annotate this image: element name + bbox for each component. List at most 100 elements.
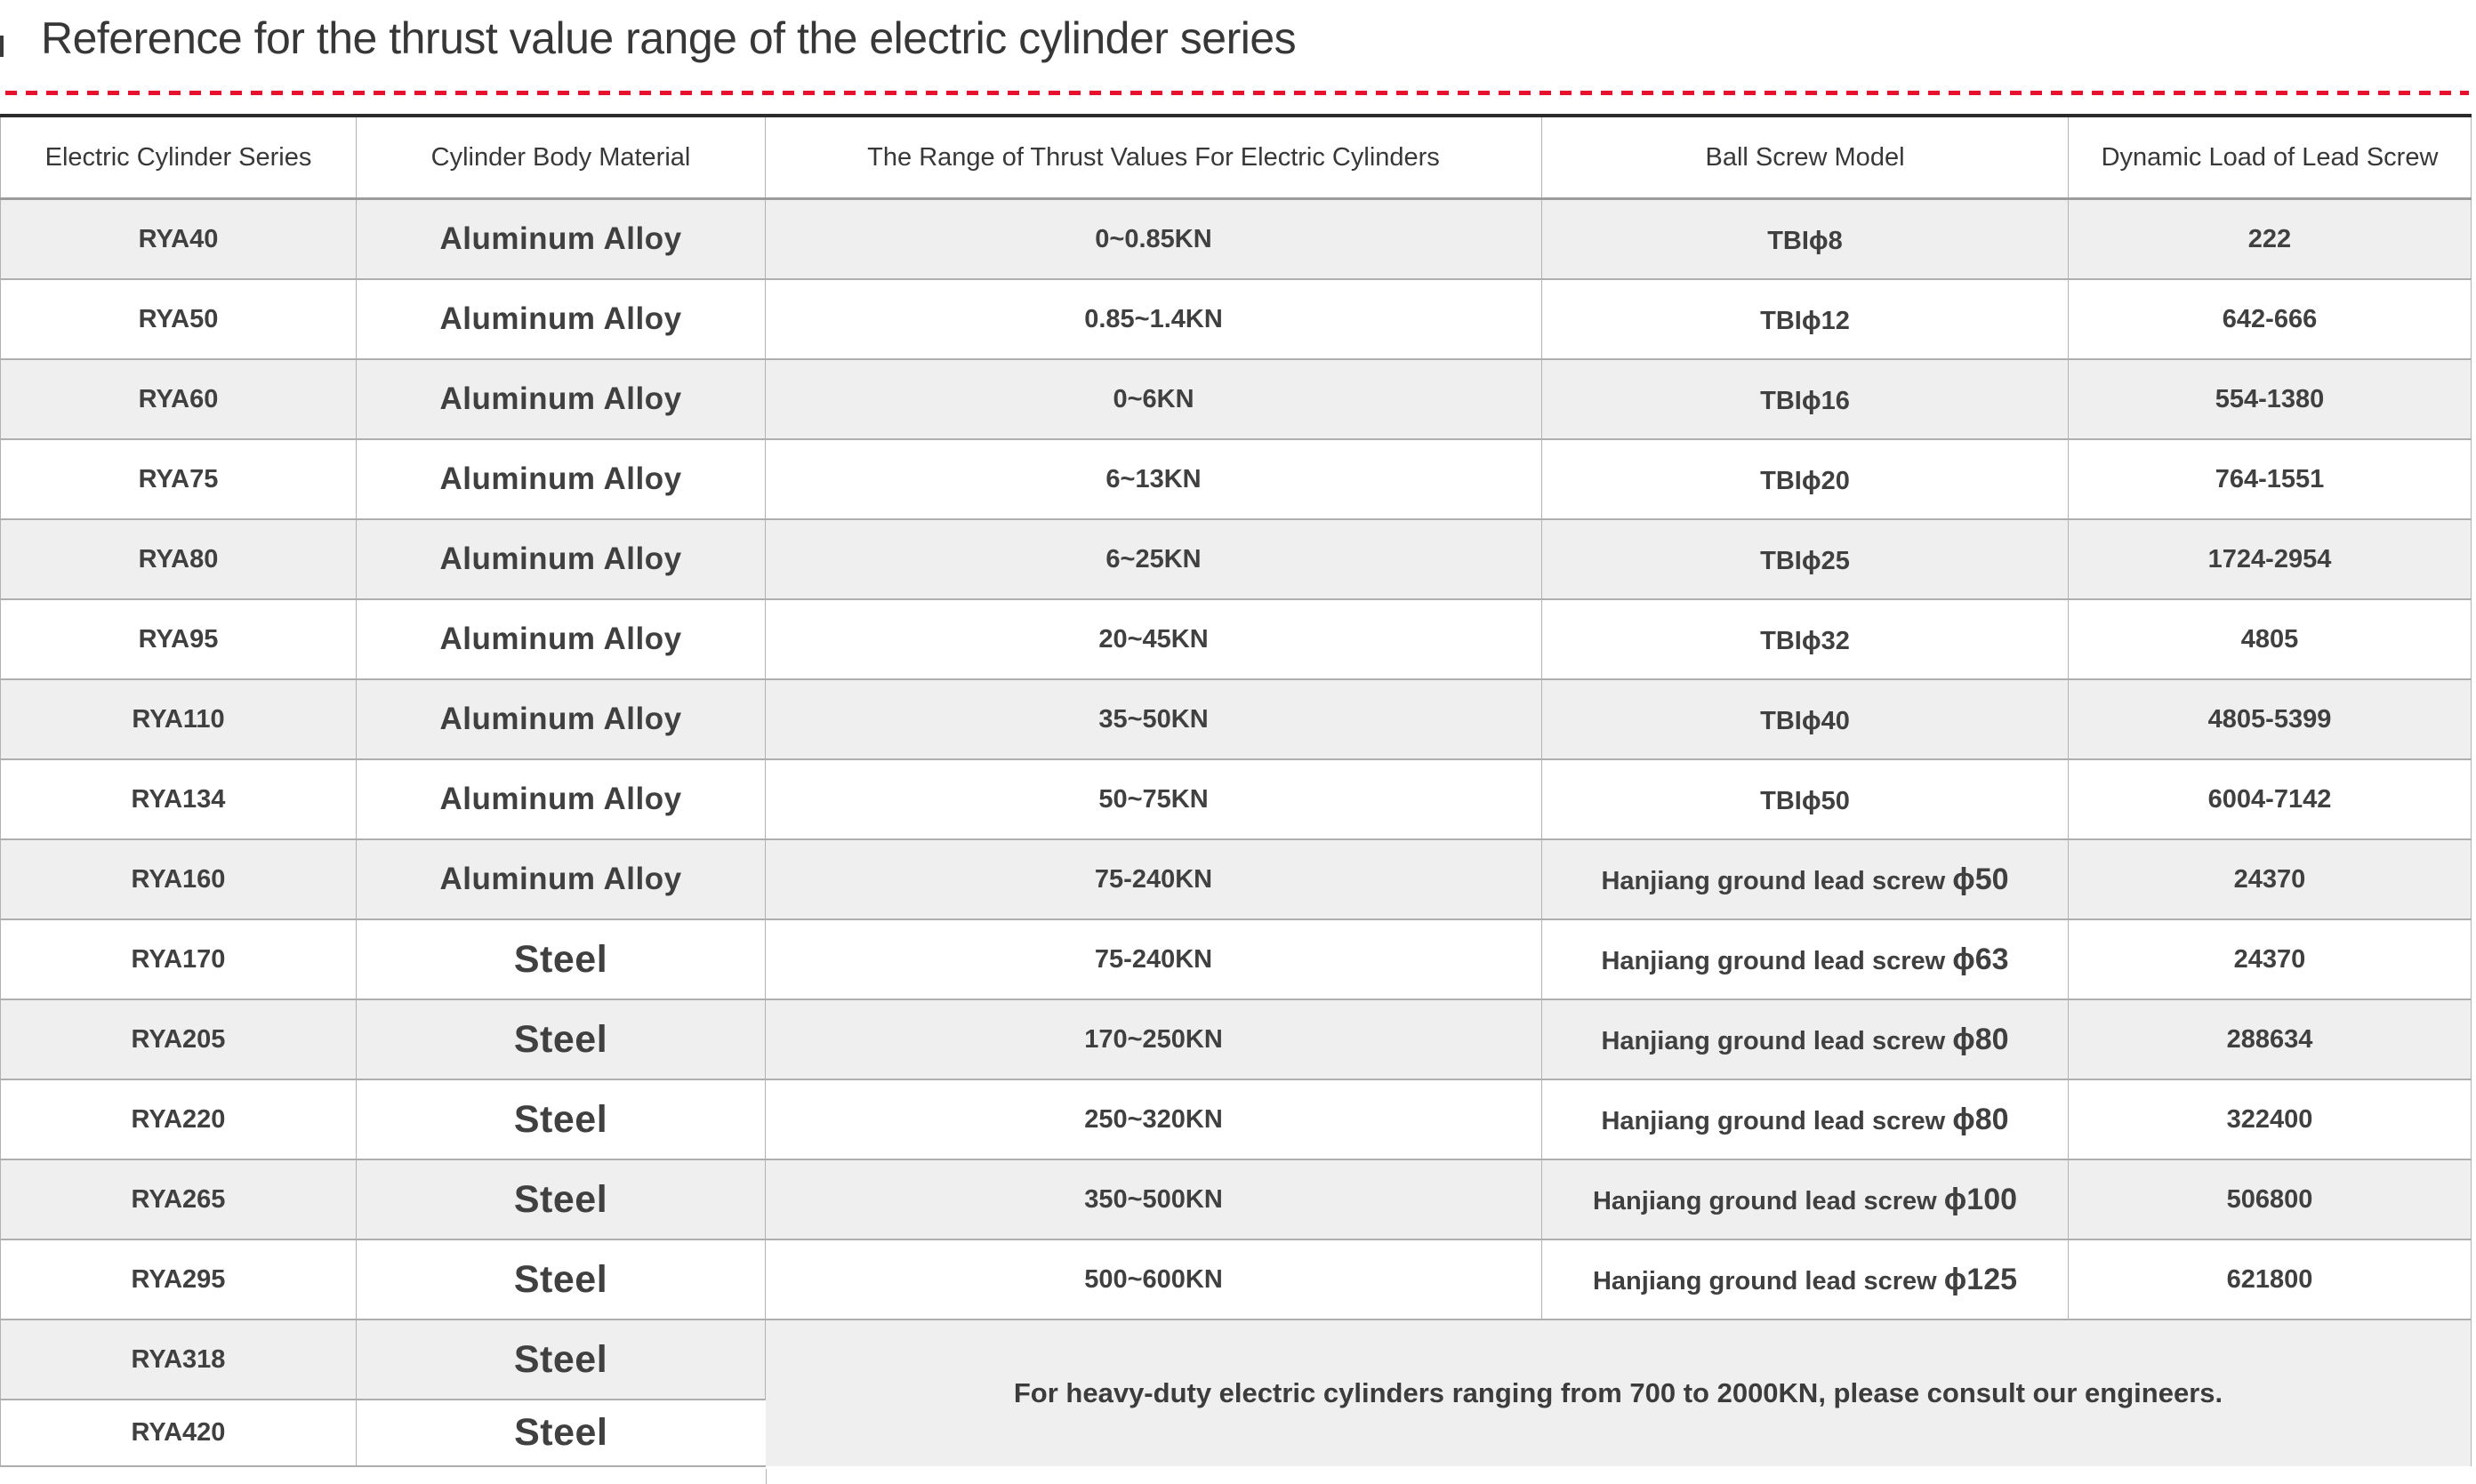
series-cell: RYA160 <box>0 839 357 920</box>
title-accent-bar <box>0 36 4 57</box>
series-cell: RYA318 <box>0 1320 357 1400</box>
material-cell: Steel <box>356 999 766 1080</box>
material-cell: Aluminum Alloy <box>356 759 766 840</box>
ball-screw-model-cell: TBIϕ16 <box>1541 359 2069 440</box>
series-cell: RYA95 <box>0 599 357 680</box>
dynamic-load-cell: 554-1380 <box>2068 359 2472 440</box>
dynamic-load-cell: 288634 <box>2068 999 2472 1080</box>
thrust-cell: 0~0.85KN <box>765 198 1542 280</box>
dynamic-load-cell: 322400 <box>2068 1079 2472 1160</box>
material-cell: Steel <box>356 1239 766 1320</box>
material-cell: Steel <box>356 1320 766 1400</box>
page-title: Reference for the thrust value range of … <box>41 13 1297 63</box>
material-cell: Aluminum Alloy <box>356 198 766 280</box>
model-size-text: ϕ80 <box>1952 1022 2009 1056</box>
model-text: TBIϕ50 <box>1760 786 1850 815</box>
series-cell: RYA295 <box>0 1239 357 1320</box>
model-size-text: ϕ63 <box>1952 942 2009 976</box>
col-header-ball-screw-model: Ball Screw Model <box>1541 116 2069 200</box>
ball-screw-model-cell: Hanjiang ground lead screw ϕ80 <box>1541 1079 2069 1160</box>
ball-screw-model-cell: TBIϕ20 <box>1541 439 2069 520</box>
thrust-cell: 0.85~1.4KN <box>765 279 1542 360</box>
model-size-text: ϕ125 <box>1943 1262 2018 1296</box>
ball-screw-model-cell: TBIϕ25 <box>1541 519 2069 600</box>
series-cell: RYA40 <box>0 198 357 280</box>
dynamic-load-cell: 4805-5399 <box>2068 679 2472 760</box>
dynamic-load-cell: 1724-2954 <box>2068 519 2472 600</box>
table-row: RYA75 Aluminum Alloy 6~13KN TBIϕ20 764-1… <box>0 439 2472 520</box>
material-cell: Aluminum Alloy <box>356 359 766 440</box>
series-cell: RYA420 <box>0 1400 357 1467</box>
series-cell: RYA220 <box>0 1079 357 1160</box>
series-cell: RYA80 <box>0 519 357 600</box>
table-row: RYA220 Steel 250~320KN Hanjiang ground l… <box>0 1079 2472 1160</box>
dynamic-load-cell: 6004-7142 <box>2068 759 2472 840</box>
table-row: RYA60 Aluminum Alloy 0~6KN TBIϕ16 554-13… <box>0 359 2472 440</box>
table-row: RYA80 Aluminum Alloy 6~25KN TBIϕ25 1724-… <box>0 519 2472 600</box>
dynamic-load-cell: 764-1551 <box>2068 439 2472 520</box>
col-header-material: Cylinder Body Material <box>356 116 766 200</box>
ball-screw-model-cell: Hanjiang ground lead screw ϕ63 <box>1541 919 2069 1000</box>
series-cell: RYA60 <box>0 359 357 440</box>
model-text: TBIϕ12 <box>1760 306 1850 335</box>
ball-screw-model-cell: Hanjiang ground lead screw ϕ100 <box>1541 1159 2069 1240</box>
table-row: RYA160 Aluminum Alloy 75-240KN Hanjiang … <box>0 839 2472 920</box>
material-cell: Aluminum Alloy <box>356 279 766 360</box>
table-row: RYA50 Aluminum Alloy 0.85~1.4KN TBIϕ12 6… <box>0 279 2472 360</box>
col-header-series: Electric Cylinder Series <box>0 116 357 200</box>
dynamic-load-cell: 24370 <box>2068 919 2472 1000</box>
model-text: TBIϕ40 <box>1760 706 1850 735</box>
ball-screw-model-cell: TBIϕ12 <box>1541 279 2069 360</box>
series-cell: RYA50 <box>0 279 357 360</box>
table-row: RYA420 Steel <box>0 1400 2472 1467</box>
series-cell: RYA205 <box>0 999 357 1080</box>
dynamic-load-cell: 642-666 <box>2068 279 2472 360</box>
model-text: TBIϕ25 <box>1760 546 1850 575</box>
series-cell: RYA134 <box>0 759 357 840</box>
thrust-cell: 35~50KN <box>765 679 1542 760</box>
ball-screw-model-cell: Hanjiang ground lead screw ϕ50 <box>1541 839 2069 920</box>
ball-screw-model-cell: Hanjiang ground lead screw ϕ125 <box>1541 1239 2069 1320</box>
table-row: RYA110 Aluminum Alloy 35~50KN TBIϕ40 480… <box>0 679 2472 760</box>
material-cell: Steel <box>356 919 766 1000</box>
table-row: RYA134 Aluminum Alloy 50~75KN TBIϕ50 600… <box>0 759 2472 840</box>
material-cell: Aluminum Alloy <box>356 679 766 760</box>
table-row: RYA265 Steel 350~500KN Hanjiang ground l… <box>0 1159 2472 1240</box>
model-size-text: ϕ80 <box>1952 1102 2009 1136</box>
model-text: TBIϕ32 <box>1760 626 1850 655</box>
thrust-cell: 250~320KN <box>765 1079 1542 1160</box>
table-row: RYA170 Steel 75-240KN Hanjiang ground le… <box>0 919 2472 1000</box>
column-border-continuation <box>766 1469 767 1484</box>
thrust-cell: 500~600KN <box>765 1239 1542 1320</box>
table-row: RYA318 Steel For heavy-duty electric cyl… <box>0 1320 2472 1466</box>
col-header-thrust-range: The Range of Thrust Values For Electric … <box>765 116 1542 200</box>
model-text: TBIϕ8 <box>1767 226 1843 255</box>
dynamic-load-cell: 4805 <box>2068 599 2472 680</box>
thrust-cell: 350~500KN <box>765 1159 1542 1240</box>
dynamic-load-cell: 222 <box>2068 198 2472 280</box>
material-cell: Steel <box>356 1400 766 1467</box>
model-text: Hanjiang ground lead screw <box>1592 1266 1944 1295</box>
dynamic-load-cell: 24370 <box>2068 839 2472 920</box>
model-size-text: ϕ50 <box>1952 862 2009 896</box>
thrust-cell: 6~13KN <box>765 439 1542 520</box>
material-cell: Aluminum Alloy <box>356 519 766 600</box>
model-text: Hanjiang ground lead screw <box>1601 866 1953 895</box>
thrust-cell: 50~75KN <box>765 759 1542 840</box>
model-text: Hanjiang ground lead screw <box>1601 1106 1953 1135</box>
col-header-dynamic-load: Dynamic Load of Lead Screw <box>2068 116 2472 200</box>
red-dashed-divider <box>5 91 2469 95</box>
ball-screw-model-cell: TBIϕ8 <box>1541 198 2069 280</box>
thrust-cell: 6~25KN <box>765 519 1542 600</box>
material-cell: Steel <box>356 1079 766 1160</box>
header-row: Electric Cylinder Series Cylinder Body M… <box>0 116 2472 200</box>
series-cell: RYA170 <box>0 919 357 1000</box>
dynamic-load-cell: 621800 <box>2068 1239 2472 1320</box>
model-text: Hanjiang ground lead screw <box>1592 1186 1944 1215</box>
thrust-cell: 75-240KN <box>765 839 1542 920</box>
series-cell: RYA75 <box>0 439 357 520</box>
ball-screw-model-cell: Hanjiang ground lead screw ϕ80 <box>1541 999 2069 1080</box>
model-size-text: ϕ100 <box>1943 1182 2018 1216</box>
material-cell: Aluminum Alloy <box>356 439 766 520</box>
